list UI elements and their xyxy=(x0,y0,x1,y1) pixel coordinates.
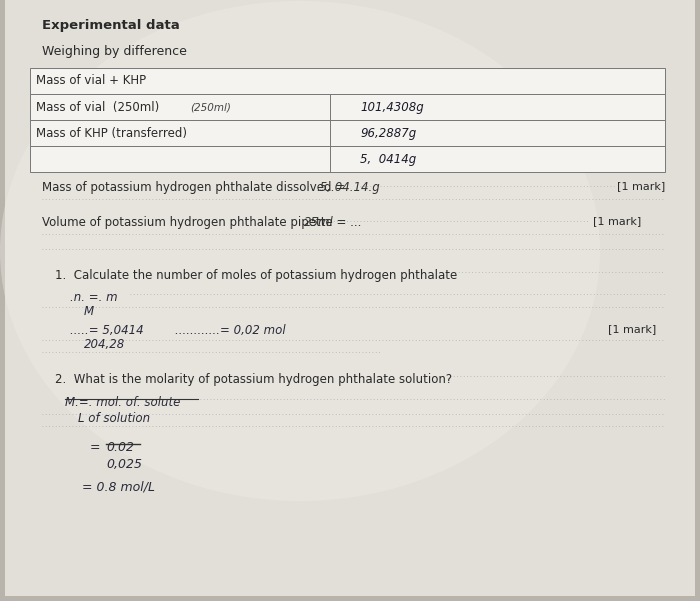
Text: [1 mark]: [1 mark] xyxy=(608,324,657,334)
Polygon shape xyxy=(5,0,695,596)
Bar xyxy=(30,68,665,94)
Text: 0,025: 0,025 xyxy=(106,458,142,471)
Text: .5,.04.14.g: .5,.04.14.g xyxy=(316,181,379,194)
Text: .n. =. m: .n. =. m xyxy=(70,291,118,304)
Text: = 0.8 mol/L: = 0.8 mol/L xyxy=(82,481,155,494)
Text: =: = xyxy=(90,441,101,454)
Text: Mass of potassium hydrogen phthalate dissolved =: Mass of potassium hydrogen phthalate dis… xyxy=(42,181,349,194)
Text: [1 mark]: [1 mark] xyxy=(617,181,665,191)
Text: M: M xyxy=(84,305,94,318)
Bar xyxy=(30,146,665,172)
Text: Experimental data: Experimental data xyxy=(42,19,180,32)
Text: 96,2887g: 96,2887g xyxy=(360,126,416,139)
Bar xyxy=(30,120,665,146)
Text: [1 mark]: [1 mark] xyxy=(593,216,641,226)
Text: (250ml): (250ml) xyxy=(190,102,231,112)
Text: 101,4308g: 101,4308g xyxy=(360,100,424,114)
Text: ............= 0,02 mol: ............= 0,02 mol xyxy=(175,324,286,337)
Text: 0.02: 0.02 xyxy=(106,441,134,454)
Text: 204,28: 204,28 xyxy=(84,338,125,351)
Text: .....= 5,0414: .....= 5,0414 xyxy=(70,324,144,337)
Text: M.=. mol. of. solute: M.=. mol. of. solute xyxy=(65,396,181,409)
Text: Mass of KHP (transferred): Mass of KHP (transferred) xyxy=(36,126,187,139)
Text: 2.  What is the molarity of potassium hydrogen phthalate solution?: 2. What is the molarity of potassium hyd… xyxy=(55,373,452,386)
Text: Volume of potassium hydrogen phthalate pipette = ...: Volume of potassium hydrogen phthalate p… xyxy=(42,216,361,229)
Bar xyxy=(30,94,665,120)
Text: Mass of vial + KHP: Mass of vial + KHP xyxy=(36,75,146,88)
Text: 5,  0414g: 5, 0414g xyxy=(360,153,416,165)
Text: 25ml: 25ml xyxy=(304,216,334,229)
Text: Weighing by difference: Weighing by difference xyxy=(42,45,187,58)
Text: 1.  Calculate the number of moles of potassium hydrogen phthalate: 1. Calculate the number of moles of pota… xyxy=(55,269,457,282)
Text: L of solution: L of solution xyxy=(78,412,150,425)
Ellipse shape xyxy=(0,1,600,501)
Text: Mass of vial  (250ml): Mass of vial (250ml) xyxy=(36,100,160,114)
